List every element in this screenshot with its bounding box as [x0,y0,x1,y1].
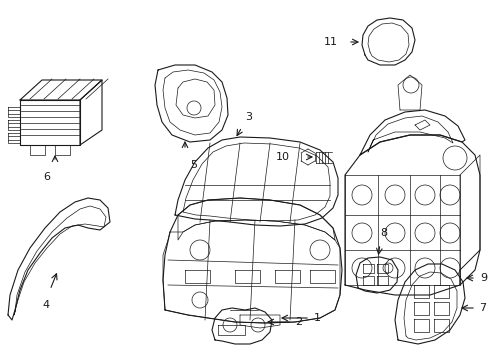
Text: 5: 5 [190,160,197,170]
Text: 6: 6 [44,172,50,182]
Text: 1: 1 [314,313,321,323]
Text: 4: 4 [42,300,49,310]
Text: 3: 3 [245,112,252,122]
Text: 2: 2 [295,317,302,327]
Text: 9: 9 [480,273,487,283]
Text: 8: 8 [380,228,387,238]
Text: 10: 10 [276,152,290,162]
Text: 7: 7 [479,303,486,313]
Text: 11: 11 [324,37,338,47]
